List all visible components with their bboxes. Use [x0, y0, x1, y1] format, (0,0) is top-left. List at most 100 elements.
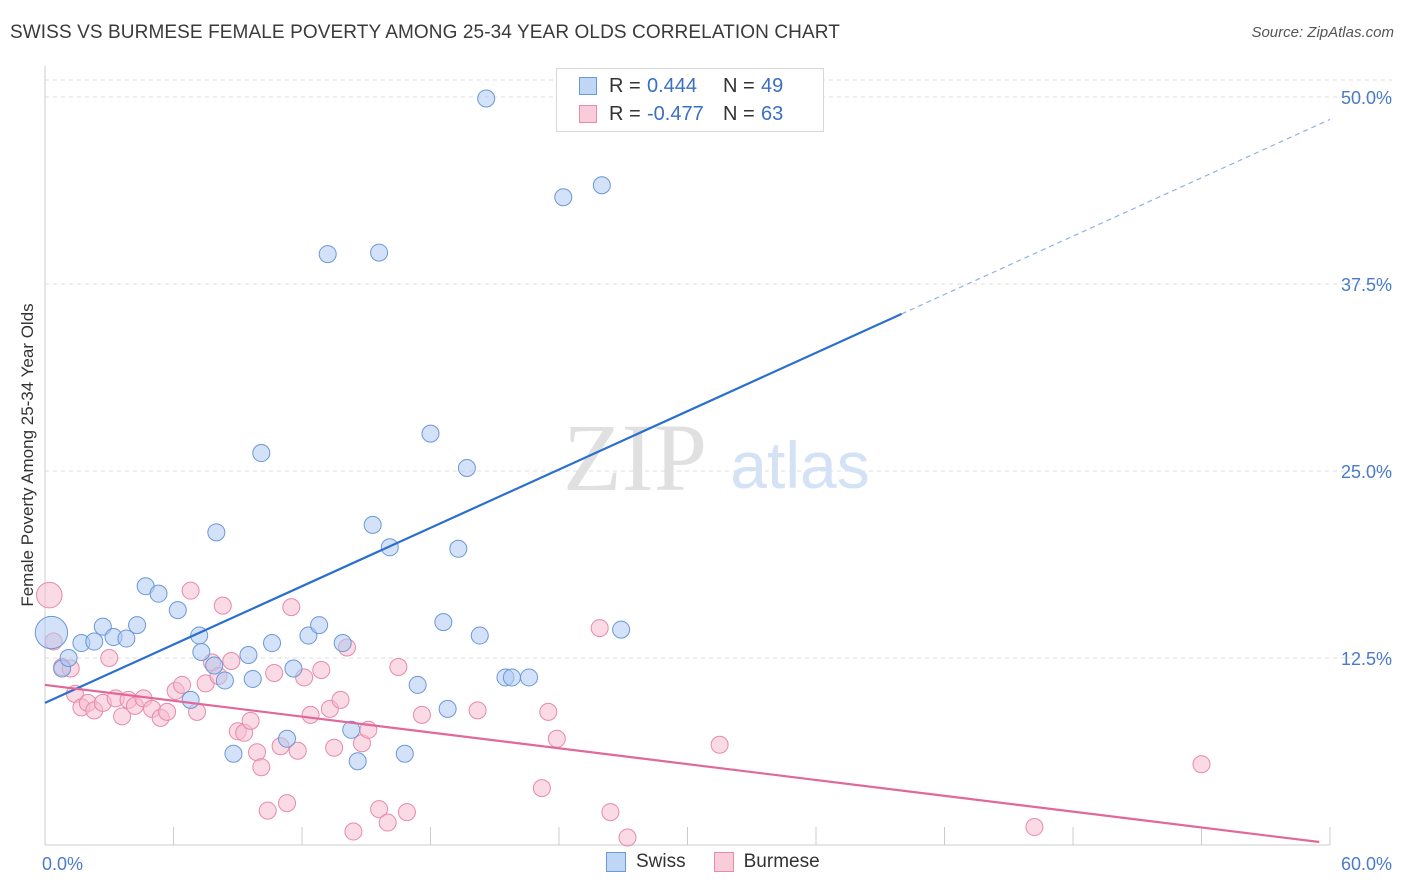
legend-row-swiss: R = 0.444 N = 49	[579, 72, 783, 100]
legend-item-swiss: Swiss	[606, 851, 686, 873]
swiss-point	[239, 646, 258, 665]
burmese-point	[601, 803, 620, 822]
burmese-point	[539, 702, 558, 721]
correlation-legend: R = 0.444 N = 49 R = -0.477 N = 63	[556, 68, 824, 132]
swiss-legend-label: Swiss	[636, 851, 686, 872]
burmese-point	[710, 735, 729, 754]
y-tick-label: 37.5%	[1341, 275, 1392, 295]
burmese-r-label: R =	[609, 102, 641, 125]
burmese-n-value: 63	[761, 102, 784, 125]
series-legend: Swiss Burmese	[606, 851, 848, 873]
axes	[44, 66, 1331, 846]
burmese-point	[213, 596, 232, 615]
chart-source: Source: ZipAtlas.com	[1251, 24, 1394, 41]
y-tick-label: 50.0%	[1341, 88, 1392, 108]
swiss-r-value: 0.444	[647, 74, 698, 97]
burmese-point	[532, 779, 551, 798]
swiss-point	[449, 539, 468, 558]
swiss-point	[348, 752, 367, 771]
x-tick-label: 0.0%	[42, 854, 83, 874]
trend-lines	[44, 118, 1331, 844]
burmese-point	[590, 619, 609, 638]
swiss-point	[477, 89, 496, 108]
swiss-trend-extension	[901, 118, 1331, 315]
y-tick-label: 12.5%	[1341, 649, 1392, 669]
burmese-point	[258, 801, 277, 820]
swiss-point	[205, 656, 224, 675]
y-tick-label: 25.0%	[1341, 462, 1392, 482]
swiss-r-label: R =	[609, 74, 641, 97]
burmese-legend-label: Burmese	[743, 851, 820, 872]
swiss-point	[207, 523, 226, 542]
burmese-point	[301, 705, 320, 724]
swiss-point	[438, 699, 457, 718]
swiss-point	[408, 675, 427, 694]
swiss-point	[457, 459, 476, 478]
legend-item-burmese: Burmese	[713, 851, 820, 873]
burmese-point	[397, 803, 416, 822]
burmese-point	[547, 729, 566, 748]
swiss-point	[252, 444, 271, 463]
burmese-point	[312, 660, 331, 679]
swiss-n-label: N =	[723, 74, 755, 97]
swiss-trend-line	[44, 312, 903, 704]
swiss-n-value: 49	[761, 74, 784, 97]
burmese-point	[618, 828, 637, 847]
swiss-point	[59, 649, 78, 667]
swiss-point	[128, 616, 147, 635]
burmese-point	[158, 702, 177, 721]
burmese-point	[282, 598, 301, 617]
swiss-legend-swatch	[606, 852, 626, 872]
swiss-point	[554, 188, 573, 207]
swiss-point	[342, 720, 361, 739]
burmese-point	[288, 741, 307, 760]
watermark: ZIP atlas	[563, 404, 870, 511]
swiss-point	[192, 643, 211, 662]
burmese-point	[36, 581, 63, 609]
burmese-point	[389, 657, 408, 676]
burmese-point	[468, 701, 487, 720]
burmese-point	[331, 690, 350, 709]
swiss-point	[370, 243, 389, 262]
swiss-point	[421, 424, 440, 443]
burmese-point	[181, 581, 200, 600]
burmese-point	[265, 663, 284, 682]
swiss-point	[395, 744, 414, 763]
burmese-point	[278, 794, 297, 813]
swiss-point	[434, 613, 453, 632]
burmese-point	[173, 675, 192, 694]
swiss-point	[149, 584, 168, 603]
swiss-point	[117, 629, 136, 648]
swiss-point	[592, 176, 611, 195]
swiss-point	[168, 601, 187, 620]
swiss-point	[181, 690, 200, 709]
swiss-point	[34, 615, 69, 650]
swiss-point	[470, 626, 489, 645]
swiss-point	[310, 616, 329, 635]
burmese-trend-line	[44, 683, 1320, 844]
swiss-point	[284, 659, 303, 678]
burmese-point	[378, 813, 397, 832]
burmese-point	[325, 738, 344, 757]
burmese-point	[344, 822, 363, 841]
burmese-legend-swatch	[713, 852, 734, 872]
x-tick-label: 60.0%	[1341, 854, 1392, 874]
swiss-point	[278, 729, 297, 748]
burmese-points	[36, 581, 1211, 847]
burmese-point	[100, 649, 119, 667]
swiss-point	[502, 668, 521, 687]
swiss-point	[333, 634, 352, 653]
burmese-point	[370, 800, 389, 819]
burmese-point	[1025, 818, 1044, 837]
swiss-swatch	[579, 77, 597, 95]
tick-labels: 12.5% 25.0% 37.5% 50.0% 0.0% 60.0%	[42, 88, 1392, 874]
burmese-point	[113, 707, 132, 726]
swiss-point	[215, 671, 234, 690]
watermark-atlas: atlas	[730, 428, 869, 502]
legend-row-burmese: R = -0.477 N = 63	[579, 100, 783, 128]
swiss-point	[612, 620, 631, 639]
burmese-swatch	[579, 105, 597, 123]
burmese-point	[241, 711, 260, 730]
swiss-point	[520, 668, 539, 687]
